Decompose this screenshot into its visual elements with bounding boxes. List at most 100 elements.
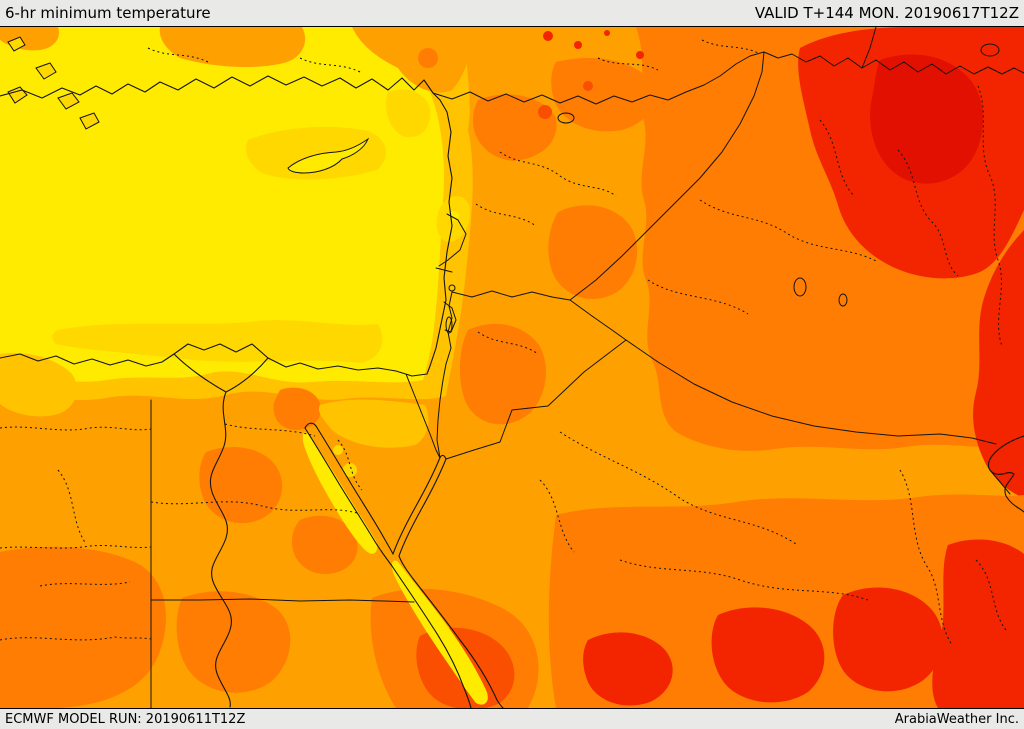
syria-iraq-border bbox=[569, 51, 765, 301]
west-bank-border bbox=[443, 301, 457, 333]
admin-boundary bbox=[57, 469, 87, 545]
red-sea-cool-strip bbox=[391, 560, 488, 705]
temp-contour bbox=[604, 30, 610, 36]
egypt-sudan-border bbox=[150, 598, 415, 603]
islands bbox=[7, 36, 370, 174]
red-sea-east-coast bbox=[398, 458, 504, 708]
temp-contour bbox=[932, 539, 1024, 708]
mediterranean-yellow-region bbox=[0, 27, 444, 383]
sinai-west-coast bbox=[315, 425, 394, 555]
attribution-label: ArabiaWeather Inc. bbox=[894, 711, 1019, 727]
temp-contour bbox=[418, 48, 438, 68]
coastlines bbox=[0, 75, 1024, 708]
temp-contour bbox=[459, 323, 546, 425]
admin-boundary bbox=[477, 331, 539, 355]
temp-contour bbox=[636, 51, 644, 59]
nile-delta bbox=[173, 353, 269, 393]
jordan-iraq-border bbox=[569, 299, 627, 341]
temp-contour bbox=[583, 632, 673, 706]
header-bar: 6-hr minimum temperature VALID T+144 MON… bbox=[0, 0, 1024, 27]
footer-bar: ECMWF MODEL RUN: 20190611T12Z ArabiaWeat… bbox=[0, 708, 1024, 729]
temp-contour bbox=[343, 463, 357, 477]
weather-map bbox=[0, 27, 1024, 708]
nile-river bbox=[209, 391, 232, 708]
lake bbox=[557, 112, 575, 124]
admin-boundary bbox=[147, 47, 209, 63]
temp-contour bbox=[159, 27, 306, 68]
temp-contour bbox=[0, 546, 166, 708]
temp-contour bbox=[386, 89, 431, 138]
lebanon-border bbox=[435, 213, 467, 273]
temp-contour bbox=[199, 446, 283, 524]
admin-borders bbox=[0, 39, 1007, 646]
aqaba-gulf-tip bbox=[438, 454, 447, 461]
jordan-syria-border bbox=[451, 290, 571, 301]
map-title: 6-hr minimum temperature bbox=[5, 4, 211, 22]
admin-boundary bbox=[701, 39, 761, 55]
admin-boundary bbox=[337, 439, 363, 491]
temp-contour bbox=[543, 31, 553, 41]
admin-boundary bbox=[150, 501, 361, 515]
admin-boundary bbox=[819, 119, 855, 197]
temp-contour bbox=[711, 607, 825, 703]
temp-contour bbox=[176, 591, 291, 693]
temp-contour bbox=[551, 58, 655, 132]
admin-boundary bbox=[897, 149, 959, 277]
israel-egypt-border bbox=[405, 373, 441, 459]
aqaba-gulf-west-coast bbox=[392, 459, 440, 555]
island bbox=[79, 112, 100, 130]
island bbox=[35, 62, 57, 80]
temp-contour bbox=[548, 205, 638, 299]
cyprus-island bbox=[287, 137, 370, 174]
temp-contour bbox=[538, 105, 552, 119]
valid-time: VALID T+144 MON. 20190617T12Z bbox=[754, 4, 1019, 22]
jordan-saudi-border bbox=[445, 339, 627, 460]
temp-contour bbox=[292, 515, 358, 575]
admin-boundary bbox=[475, 203, 537, 227]
temp-contour bbox=[0, 352, 77, 417]
persian-gulf-coast bbox=[987, 435, 1024, 513]
country-borders bbox=[150, 27, 1024, 708]
admin-boundary bbox=[0, 426, 152, 431]
border bbox=[989, 469, 1011, 495]
mediterranean-coastline bbox=[0, 75, 453, 377]
red-sea-west-coast bbox=[304, 427, 472, 708]
dead-sea bbox=[445, 316, 453, 334]
admin-boundary bbox=[559, 431, 797, 545]
temp-contour bbox=[574, 41, 582, 49]
temp-contour bbox=[473, 94, 557, 161]
admin-boundary bbox=[977, 85, 1003, 347]
admin-boundary bbox=[597, 57, 659, 71]
admin-boundary bbox=[299, 57, 361, 73]
map-area bbox=[0, 27, 1024, 708]
lakes bbox=[445, 43, 1000, 334]
jordan-valley-border bbox=[436, 291, 453, 459]
admin-boundary bbox=[224, 423, 316, 437]
admin-boundary bbox=[647, 279, 749, 315]
temp-contour bbox=[52, 320, 383, 363]
temp-contour bbox=[583, 81, 593, 91]
temp-contour bbox=[833, 587, 943, 692]
island bbox=[57, 92, 80, 110]
lake bbox=[838, 293, 848, 307]
admin-boundary bbox=[0, 545, 152, 549]
temp-contour bbox=[352, 27, 472, 93]
model-run-label: ECMWF MODEL RUN: 20190611T12Z bbox=[5, 711, 246, 727]
hot-red-region-east bbox=[973, 230, 1024, 498]
sea-of-galilee bbox=[448, 284, 456, 292]
suez-gulf-cool-strip bbox=[302, 432, 378, 554]
temp-contour bbox=[245, 126, 386, 180]
island bbox=[7, 36, 26, 52]
temp-contour bbox=[333, 445, 343, 455]
admin-boundary bbox=[499, 151, 617, 197]
lake bbox=[793, 277, 807, 297]
iraq-saudi-border bbox=[625, 339, 997, 445]
hot-red-core bbox=[870, 54, 984, 184]
border bbox=[861, 27, 877, 69]
temperature-field bbox=[0, 27, 1024, 708]
lake bbox=[980, 43, 1000, 57]
temp-contour bbox=[318, 399, 429, 448]
temp-contour bbox=[273, 387, 321, 430]
admin-boundary bbox=[39, 581, 131, 587]
suez-gulf-tip bbox=[304, 422, 317, 429]
